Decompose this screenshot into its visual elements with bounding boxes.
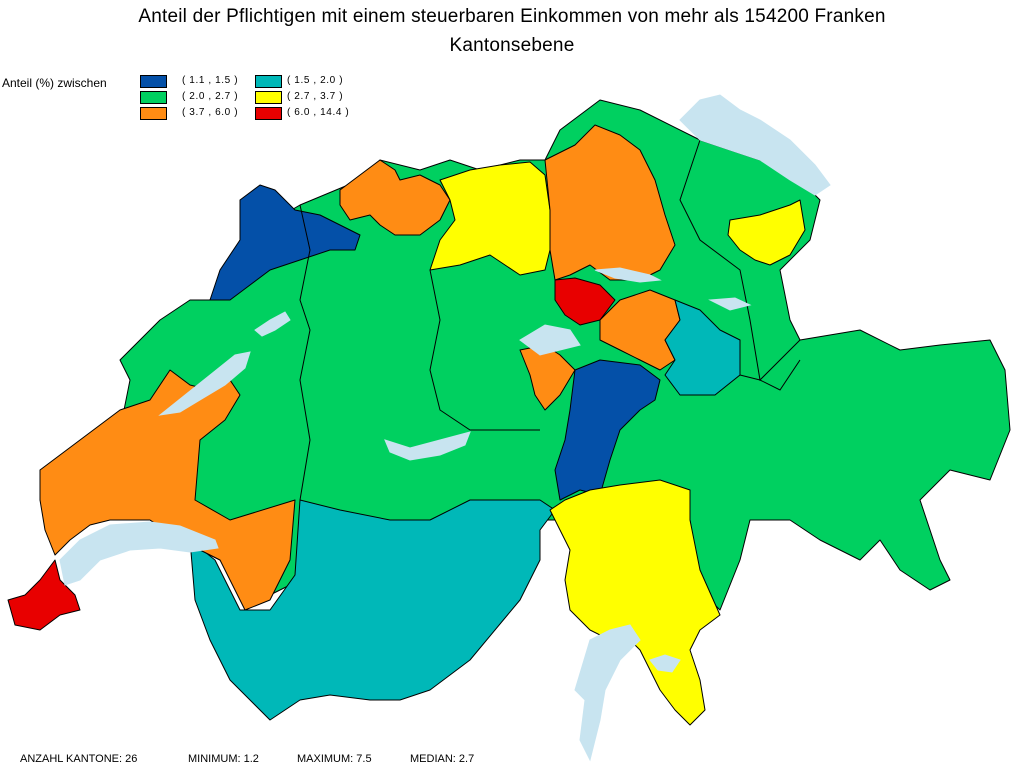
legend-swatch xyxy=(140,91,167,104)
legend-range: ( 6.0 , 14.4 ) xyxy=(287,107,350,118)
canton-zurich xyxy=(544,124,676,281)
legend-range: ( 1.1 , 1.5 ) xyxy=(182,75,239,86)
lake-biel xyxy=(254,311,291,337)
lake-walensee xyxy=(708,297,752,311)
map-title: Anteil der Pflichtigen mit einem steuerb… xyxy=(138,6,886,27)
canton-aargau xyxy=(429,161,551,276)
map-subtitle: Kantonsebene xyxy=(449,35,575,56)
canton-vaud xyxy=(39,369,296,611)
canton-jura xyxy=(209,184,361,301)
canton-uri xyxy=(554,359,661,501)
lake-neuchatel xyxy=(158,351,251,416)
legend-range: ( 1.5 , 2.0 ) xyxy=(287,75,344,86)
legend-swatch xyxy=(255,75,282,88)
lake-constance xyxy=(679,94,831,196)
canton-solothurn xyxy=(339,159,451,236)
canton-appenzell xyxy=(727,199,806,266)
legend-swatch xyxy=(255,91,282,104)
canton-border-line xyxy=(429,269,540,431)
legend-range: ( 2.0 , 2.7 ) xyxy=(182,91,239,102)
canton-border-line xyxy=(739,359,801,391)
canton-valais xyxy=(189,499,556,721)
legend-label: Anteil (%) zwischen xyxy=(2,76,107,90)
stat-count: ANZAHL KANTONE: 26 xyxy=(20,753,138,765)
canton-border-line xyxy=(299,204,311,501)
canton-geneva xyxy=(7,559,81,631)
lake-thun xyxy=(384,431,471,461)
lake-geneva xyxy=(59,521,219,586)
lake-lucerne xyxy=(519,324,581,356)
legend-range: ( 3.7 , 6.0 ) xyxy=(182,107,239,118)
stat-maximum: MAXIMUM: 7.5 xyxy=(297,753,372,765)
lake-zurich xyxy=(594,267,662,283)
lake-lugano xyxy=(649,654,681,673)
legend-swatch xyxy=(140,75,167,88)
stat-median: MEDIAN: 2.7 xyxy=(410,753,475,765)
lake-maggiore xyxy=(574,624,641,762)
canton-glarus xyxy=(664,299,741,396)
stat-minimum: MINIMUM: 1.2 xyxy=(188,753,259,765)
legend-swatch xyxy=(140,107,167,120)
legend-range: ( 2.7 , 3.7 ) xyxy=(287,91,344,102)
legend-swatch xyxy=(255,107,282,120)
